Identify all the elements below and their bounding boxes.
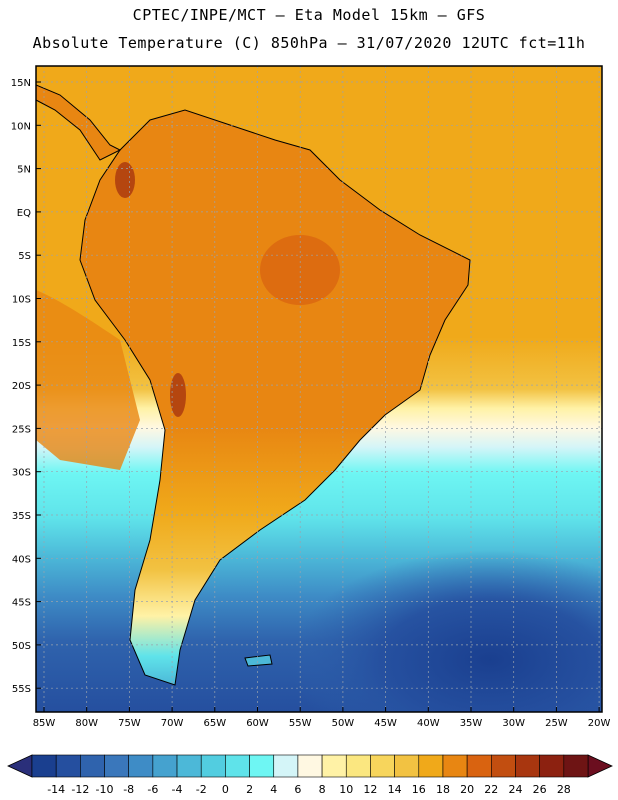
longitude-labels: 85W 80W 75W 70W 65W 60W 55W 50W 45W 40W 35W 30W 25W 2…	[33, 707, 611, 729]
colorbar-label: -14	[47, 783, 65, 796]
colorbar-swatch	[321, 754, 347, 778]
colorbar-label: -2	[196, 783, 207, 796]
lon-label: 30W	[502, 718, 525, 729]
lat-label: 15N	[11, 78, 31, 89]
colorbar-label: 2	[246, 783, 253, 796]
colorbar-label: 6	[294, 783, 301, 796]
colorbar-swatch	[370, 754, 395, 778]
colorbar-swatch	[297, 754, 323, 778]
lat-label: 5N	[17, 165, 31, 176]
colorbar-swatch	[152, 754, 178, 778]
colorbar-label: -10	[96, 783, 114, 796]
lon-label: 55W	[289, 718, 312, 729]
colorbar-swatch	[249, 754, 275, 778]
colorbar-swatch	[176, 754, 202, 778]
latitude-labels: 15N 10N 5N EQ 5S 10S 15S 20S 25S 30S 35S 40S 45S 50S 5…	[11, 78, 41, 695]
colorbar-label: -6	[147, 783, 158, 796]
map-frame	[35, 65, 603, 713]
colorbar-label: 28	[557, 783, 571, 796]
lon-label: 20W	[588, 718, 611, 729]
lat-label: EQ	[17, 208, 31, 219]
colorbar-label: 18	[436, 783, 450, 796]
warm-core-andes-north	[115, 162, 135, 198]
colorbar-swatch	[200, 754, 226, 778]
lat-label: 45S	[12, 598, 31, 609]
colorbar-label: 12	[363, 783, 377, 796]
colorbar-swatch	[225, 754, 250, 778]
lat-label: 15S	[12, 338, 31, 349]
colorbar-label: 8	[319, 783, 326, 796]
colorbar-swatch	[80, 754, 105, 778]
lat-label: 35S	[12, 511, 31, 522]
map-subtitle: Absolute Temperature (C) 850hPa – 31/07/…	[32, 34, 586, 52]
lon-label: 70W	[161, 718, 184, 729]
warm-pacific-band	[36, 290, 140, 470]
colorbar-label: -4	[172, 783, 183, 796]
colorbar-label: 14	[388, 783, 402, 796]
lon-label: 75W	[118, 718, 141, 729]
colorbar-label: 4	[270, 783, 277, 796]
lat-label: 30S	[12, 468, 31, 479]
central-america-outline	[36, 84, 122, 161]
colorbar-swatch	[394, 754, 420, 778]
colorbar-label: 10	[339, 783, 353, 796]
colorbar-label: -12	[71, 783, 89, 796]
graticule	[36, 66, 602, 712]
colorbar-swatch	[273, 754, 299, 778]
colorbar-swatch	[466, 754, 492, 778]
warm-core-andes-south	[170, 373, 186, 417]
colorbar-swatch	[128, 754, 154, 778]
colorbar-swatch	[31, 754, 57, 778]
lat-label: 50S	[12, 641, 31, 652]
colorbar-label: 0	[222, 783, 229, 796]
colorbar-label: 22	[484, 783, 498, 796]
lon-label: 25W	[545, 718, 568, 729]
lon-label: 50W	[332, 718, 355, 729]
colorbar: -14 -12 -10 -8 -6 -4 -2 0 2 4 6 8 10 12 14 16 18 20 22 24 26…	[7, 754, 613, 796]
colorbar-swatch	[418, 754, 444, 778]
colorbar-swatch	[442, 754, 468, 778]
lat-label: 25S	[12, 424, 31, 435]
lat-label: 10N	[11, 121, 31, 132]
colorbar-label: 26	[533, 783, 547, 796]
lat-label: 5S	[18, 251, 31, 262]
map-title: CPTEC/INPE/MCT – Eta Model 15km – GFS	[132, 6, 486, 24]
colorbar-label: 16	[412, 783, 426, 796]
warm-core-interior	[260, 235, 340, 305]
lon-label: 40W	[417, 718, 440, 729]
lon-label: 60W	[246, 718, 269, 729]
lon-label: 45W	[374, 718, 397, 729]
colorbar-label: -8	[123, 783, 134, 796]
colorbar-over-arrow	[587, 754, 613, 778]
colorbar-swatch	[563, 754, 589, 778]
lat-label: 40S	[12, 554, 31, 565]
colorbar-swatch	[539, 754, 565, 778]
lat-label: 20S	[12, 381, 31, 392]
lon-label: 85W	[33, 718, 56, 729]
colorbar-swatch	[55, 754, 81, 778]
colorbar-swatch	[345, 754, 371, 778]
lon-label: 65W	[203, 718, 226, 729]
colorbar-swatch	[515, 754, 540, 778]
lon-label: 80W	[75, 718, 98, 729]
colorbar-under-arrow	[7, 754, 33, 778]
lat-label: 10S	[12, 295, 31, 306]
colorbar-label: 24	[508, 783, 522, 796]
colorbar-swatch	[491, 754, 516, 778]
temperature-field	[36, 66, 602, 712]
lat-label: 55S	[12, 684, 31, 695]
lon-label: 35W	[460, 718, 483, 729]
colorbar-swatch	[104, 754, 129, 778]
colorbar-label: 20	[460, 783, 474, 796]
falklands-outline	[244, 654, 273, 667]
cold-core	[290, 550, 602, 712]
